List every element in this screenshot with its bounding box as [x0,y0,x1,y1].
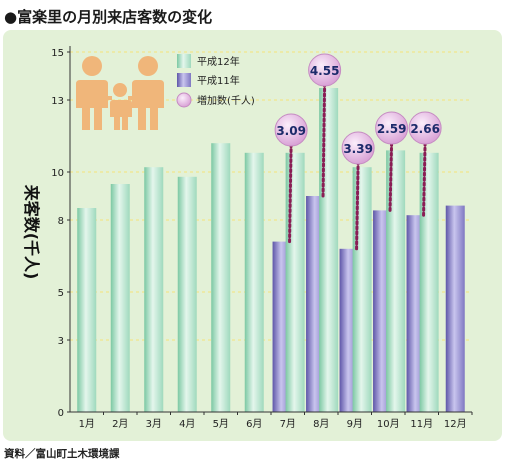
legend-label-increase: 増加数(千人) [197,94,255,107]
bar-h12-3月 [144,167,164,412]
y-tick-label: 15 [51,48,64,59]
increase-value-label: 3.09 [276,124,306,138]
y-tick-label: 5 [58,288,64,299]
x-tick-label: 5月 [213,418,229,430]
legend-label-h12: 平成12年 [197,55,240,68]
linked-arm [128,96,136,100]
increase-bubble [274,113,308,147]
x-tick-label: 3月 [146,418,162,430]
increase-line [321,82,327,198]
family-people-icon [76,56,164,130]
x-tick-label: 11月 [410,418,433,430]
increase-bubble [375,111,409,145]
linked-arm [104,96,112,100]
adult-head [82,56,102,76]
axes: 0 3 5 8 10 13 15 1月 2月 3月 4月 5月 6月 7月 8月 9月 10月 11月 12月 [51,46,473,430]
increase-value-label: 2.59 [377,122,407,136]
increase-value-label: 4.55 [310,64,340,78]
increase-line [288,142,293,244]
bar-h12-8月 [319,88,339,412]
source-note: 資料／富山町土木環境課 [4,448,120,460]
adult-body [76,80,108,130]
increase-line [422,140,427,217]
y-axis-label: 来客数(千人) [22,184,41,280]
increase-line [388,140,394,212]
y-tick-label: 0 [58,408,64,419]
bar-h12-9月 [352,167,372,412]
legend-label-h11: 平成11年 [197,74,240,87]
increase-bubble [341,131,375,165]
increase-bubble [308,53,342,87]
x-tick-label: 7月 [280,418,296,430]
bar-h12-7月 [285,152,305,413]
adult-head [138,56,158,76]
bar-h12-10月 [386,150,406,412]
bar-h12-1月 [77,208,97,412]
bar-h11-12月 [445,205,465,412]
increase-bubble [408,111,442,145]
increase-value-label: 3.39 [343,142,373,156]
child-head [113,83,127,97]
bar-h12-4月 [177,176,197,412]
x-tick-label: 1月 [79,418,95,430]
increase-line [355,160,360,251]
x-tick-label: 8月 [313,418,329,430]
x-tick-label: 10月 [377,418,400,430]
page-title: ●富楽里の月別来店客数の変化 [4,8,213,26]
y-tick-label: 3 [58,336,64,347]
bar-h12-11月 [419,152,439,413]
y-tick-label: 10 [51,168,64,179]
y-tick-label: 8 [58,216,64,227]
increase-value-label: 2.66 [410,122,440,136]
bars [77,88,465,413]
adult-body [132,80,164,130]
child-body [110,100,132,130]
bar-h12-6月 [244,152,264,413]
increase-markers: 3.09 4.55 3.39 2.59 2.66 [274,53,442,251]
legend-swatch-h11 [177,73,191,87]
x-tick-label: 4月 [179,418,195,430]
bar-h12-5月 [211,143,231,412]
gridlines [70,51,472,341]
legend-swatch-h12 [177,54,191,68]
legend-swatch-increase [176,92,192,108]
x-tick-label: 6月 [246,418,262,430]
y-tick-label: 13 [51,96,64,107]
x-tick-label: 2月 [112,418,128,430]
x-tick-label: 12月 [444,418,467,430]
bar-h12-2月 [110,184,130,412]
x-tick-label: 9月 [347,418,363,430]
